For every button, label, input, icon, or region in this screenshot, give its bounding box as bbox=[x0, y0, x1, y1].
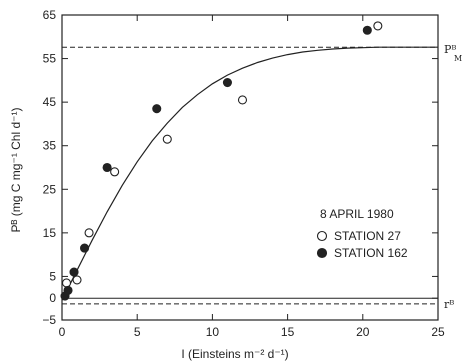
x-tick-label: 15 bbox=[281, 325, 295, 339]
y-tick-label: 5 bbox=[49, 269, 56, 283]
point-station-162 bbox=[362, 25, 372, 35]
x-tick-label: 20 bbox=[356, 325, 370, 339]
point-station-27 bbox=[373, 21, 383, 31]
plot-frame bbox=[61, 14, 439, 321]
legend-label-station-27: STATION 27 bbox=[334, 229, 401, 243]
legend-label-station-162: STATION 162 bbox=[334, 246, 408, 260]
point-station-27 bbox=[72, 275, 82, 285]
point-station-162 bbox=[152, 104, 162, 114]
chart-annotation: 8 APRIL 1980 bbox=[320, 207, 394, 221]
y-tick-label: 25 bbox=[43, 182, 57, 196]
y-axis-title: Pᴮ (mg C mg⁻¹ Chl d⁻¹) bbox=[9, 108, 23, 233]
point-station-27 bbox=[84, 228, 94, 238]
y-tick-label: 65 bbox=[43, 8, 57, 22]
point-station-162 bbox=[63, 285, 73, 295]
y-tick-label: 15 bbox=[43, 226, 57, 240]
legend: STATION 27 STATION 162 bbox=[316, 229, 408, 260]
y-tick-label: −5 bbox=[42, 313, 56, 327]
x-tick-label: 5 bbox=[134, 325, 141, 339]
plot-area bbox=[61, 46, 438, 305]
reference-sublabel: M bbox=[454, 54, 462, 63]
point-station-27 bbox=[110, 167, 120, 177]
y-tick-label: 35 bbox=[43, 139, 57, 153]
point-station-27 bbox=[162, 134, 172, 144]
y-tick-label: 55 bbox=[43, 52, 57, 66]
point-station-162 bbox=[80, 243, 90, 253]
x-tick-label: 25 bbox=[431, 325, 445, 339]
point-station-27 bbox=[61, 278, 72, 288]
x-tick-label: 10 bbox=[206, 325, 220, 339]
y-tick-label: 45 bbox=[43, 95, 57, 109]
point-station-162 bbox=[102, 162, 112, 173]
x-tick-label: 0 bbox=[59, 325, 66, 339]
fit-curve bbox=[61, 46, 438, 301]
point-station-162 bbox=[222, 77, 232, 88]
point-station-162 bbox=[69, 267, 79, 277]
y-tick-label: 0 bbox=[49, 291, 56, 305]
x-axis-title: I (Einsteins m⁻² d⁻¹) bbox=[181, 347, 288, 361]
legend-marker-station-27 bbox=[316, 230, 328, 242]
data-marks bbox=[60, 21, 383, 301]
point-station-27 bbox=[237, 95, 248, 105]
reference-label: rᴮ bbox=[444, 298, 454, 311]
legend-marker-station-162 bbox=[316, 247, 328, 259]
reference-label: Pᴮ bbox=[444, 43, 457, 56]
